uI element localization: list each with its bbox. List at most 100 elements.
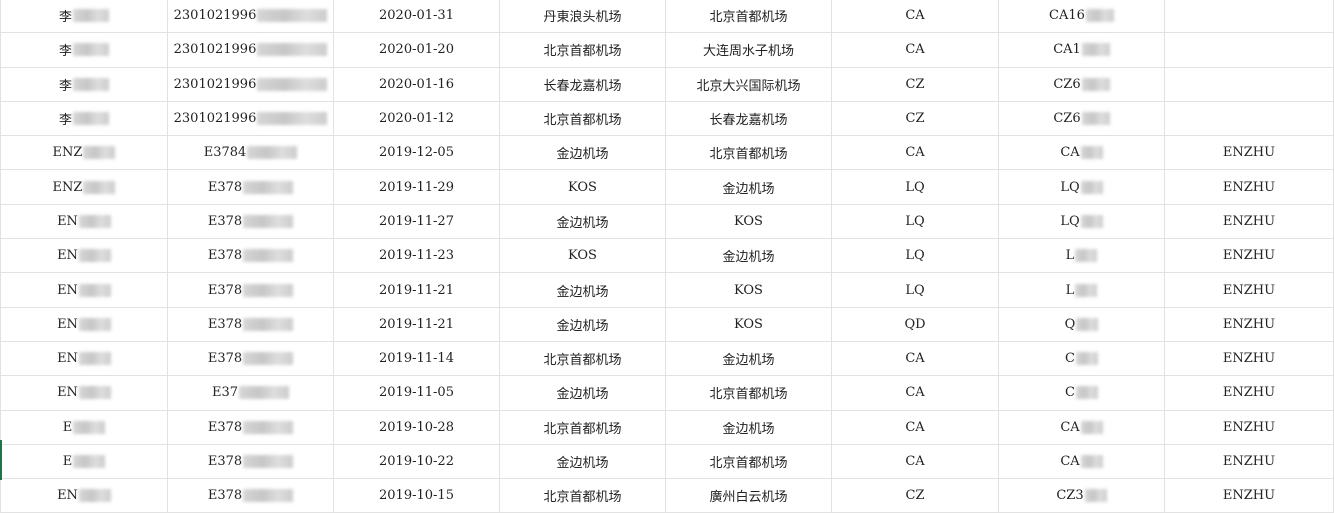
cell-name[interactable]: 李	[0, 100, 168, 137]
cell-name[interactable]: EN	[0, 306, 168, 342]
cell-date[interactable]: 2019-12-05	[333, 135, 500, 171]
cell-flight-number[interactable]: CZ6	[998, 66, 1165, 102]
cell-arrival-airport[interactable]: 金边机场	[665, 169, 832, 205]
cell-date[interactable]: 2019-11-21	[333, 306, 500, 342]
cell-arrival-airport[interactable]: 北京大兴国际机场	[665, 66, 832, 102]
cell-passenger-en-name[interactable]	[1164, 32, 1334, 68]
cell-flight-number[interactable]: CA16	[998, 0, 1165, 34]
cell-name[interactable]: ENZ	[0, 169, 168, 205]
cell-arrival-airport[interactable]: 金边机场	[665, 340, 832, 377]
cell-id-number[interactable]: 2301021996	[167, 66, 334, 102]
cell-passenger-en-name[interactable]: ENZHU	[1164, 272, 1334, 308]
cell-passenger-en-name[interactable]: ENZHU	[1164, 409, 1334, 445]
cell-date[interactable]: 2020-01-12	[333, 100, 500, 137]
cell-passenger-en-name[interactable]: ENZHU	[1164, 375, 1334, 411]
cell-airline[interactable]: CA	[831, 409, 999, 445]
cell-airline[interactable]: CZ	[831, 66, 999, 102]
cell-name[interactable]: ENZ	[0, 135, 168, 171]
cell-arrival-airport[interactable]: 金边机场	[665, 238, 832, 274]
cell-id-number[interactable]: E378	[167, 203, 334, 240]
cell-id-number[interactable]: 2301021996	[167, 100, 334, 137]
cell-departure-airport[interactable]: 北京首都机场	[499, 409, 666, 445]
cell-name[interactable]: EN	[0, 272, 168, 308]
cell-name[interactable]: 李	[0, 66, 168, 102]
cell-arrival-airport[interactable]: 大连周水子机场	[665, 32, 832, 68]
cell-passenger-en-name[interactable]	[1164, 0, 1334, 34]
cell-date[interactable]: 2019-10-15	[333, 478, 500, 514]
cell-passenger-en-name[interactable]: ENZHU	[1164, 340, 1334, 377]
cell-airline[interactable]: LQ	[831, 203, 999, 240]
cell-name[interactable]: EN	[0, 375, 168, 411]
cell-name[interactable]: 李	[0, 32, 168, 68]
cell-flight-number[interactable]: CA1	[998, 32, 1165, 68]
cell-departure-airport[interactable]: 金边机场	[499, 135, 666, 171]
cell-departure-airport[interactable]: 北京首都机场	[499, 478, 666, 514]
cell-departure-airport[interactable]: 金边机场	[499, 306, 666, 342]
cell-airline[interactable]: LQ	[831, 272, 999, 308]
cell-departure-airport[interactable]: 北京首都机场	[499, 32, 666, 68]
cell-departure-airport[interactable]: 长春龙嘉机场	[499, 66, 666, 102]
cell-passenger-en-name[interactable]: ENZHU	[1164, 169, 1334, 205]
cell-airline[interactable]: LQ	[831, 169, 999, 205]
cell-departure-airport[interactable]: 金边机场	[499, 375, 666, 411]
cell-name[interactable]: EN	[0, 340, 168, 377]
cell-date[interactable]: 2019-11-21	[333, 272, 500, 308]
cell-passenger-en-name[interactable]	[1164, 66, 1334, 102]
cell-flight-number[interactable]: LQ	[998, 203, 1165, 240]
cell-departure-airport[interactable]: 丹東浪头机场	[499, 0, 666, 34]
cell-id-number[interactable]: E378	[167, 306, 334, 342]
cell-airline[interactable]: QD	[831, 306, 999, 342]
cell-passenger-en-name[interactable]: ENZHU	[1164, 135, 1334, 171]
cell-departure-airport[interactable]: 北京首都机场	[499, 340, 666, 377]
cell-date[interactable]: 2019-11-23	[333, 238, 500, 274]
cell-flight-number[interactable]: CZ3	[998, 478, 1165, 514]
cell-date[interactable]: 2020-01-31	[333, 0, 500, 34]
cell-name[interactable]: E	[0, 409, 168, 445]
cell-id-number[interactable]: E3784	[167, 135, 334, 171]
cell-departure-airport[interactable]: KOS	[499, 169, 666, 205]
cell-id-number[interactable]: E378	[167, 238, 334, 274]
cell-departure-airport[interactable]: 金边机场	[499, 203, 666, 240]
cell-passenger-en-name[interactable]: ENZHU	[1164, 203, 1334, 240]
cell-flight-number[interactable]: CA	[998, 443, 1165, 480]
cell-arrival-airport[interactable]: 北京首都机场	[665, 443, 832, 480]
cell-flight-number[interactable]: C	[998, 340, 1165, 377]
cell-name[interactable]: EN	[0, 203, 168, 240]
cell-airline[interactable]: CA	[831, 443, 999, 480]
cell-id-number[interactable]: 2301021996	[167, 32, 334, 68]
cell-date[interactable]: 2019-11-27	[333, 203, 500, 240]
cell-date[interactable]: 2020-01-16	[333, 66, 500, 102]
cell-date[interactable]: 2019-11-05	[333, 375, 500, 411]
cell-date[interactable]: 2019-10-22	[333, 443, 500, 480]
cell-arrival-airport[interactable]: 长春龙嘉机场	[665, 100, 832, 137]
cell-passenger-en-name[interactable]: ENZHU	[1164, 306, 1334, 342]
cell-departure-airport[interactable]: 金边机场	[499, 272, 666, 308]
cell-airline[interactable]: CA	[831, 135, 999, 171]
cell-name[interactable]: EN	[0, 238, 168, 274]
cell-passenger-en-name[interactable]: ENZHU	[1164, 443, 1334, 480]
cell-id-number[interactable]: E378	[167, 409, 334, 445]
cell-arrival-airport[interactable]: 金边机场	[665, 409, 832, 445]
cell-departure-airport[interactable]: KOS	[499, 238, 666, 274]
cell-date[interactable]: 2019-11-14	[333, 340, 500, 377]
cell-id-number[interactable]: E378	[167, 443, 334, 480]
cell-flight-number[interactable]: L	[998, 272, 1165, 308]
cell-arrival-airport[interactable]: KOS	[665, 272, 832, 308]
cell-name[interactable]: E	[0, 443, 168, 480]
cell-name[interactable]: 李	[0, 0, 168, 34]
cell-flight-number[interactable]: CA	[998, 135, 1165, 171]
cell-departure-airport[interactable]: 北京首都机场	[499, 100, 666, 137]
cell-departure-airport[interactable]: 金边机场	[499, 443, 666, 480]
cell-arrival-airport[interactable]: 北京首都机场	[665, 135, 832, 171]
cell-id-number[interactable]: E378	[167, 169, 334, 205]
cell-flight-number[interactable]: L	[998, 238, 1165, 274]
cell-arrival-airport[interactable]: 北京首都机场	[665, 375, 832, 411]
cell-airline[interactable]: CA	[831, 0, 999, 34]
cell-passenger-en-name[interactable]: ENZHU	[1164, 478, 1334, 514]
cell-airline[interactable]: CZ	[831, 478, 999, 514]
cell-date[interactable]: 2019-11-29	[333, 169, 500, 205]
cell-flight-number[interactable]: CA	[998, 409, 1165, 445]
cell-airline[interactable]: CA	[831, 340, 999, 377]
cell-passenger-en-name[interactable]	[1164, 100, 1334, 137]
cell-id-number[interactable]: E378	[167, 478, 334, 514]
